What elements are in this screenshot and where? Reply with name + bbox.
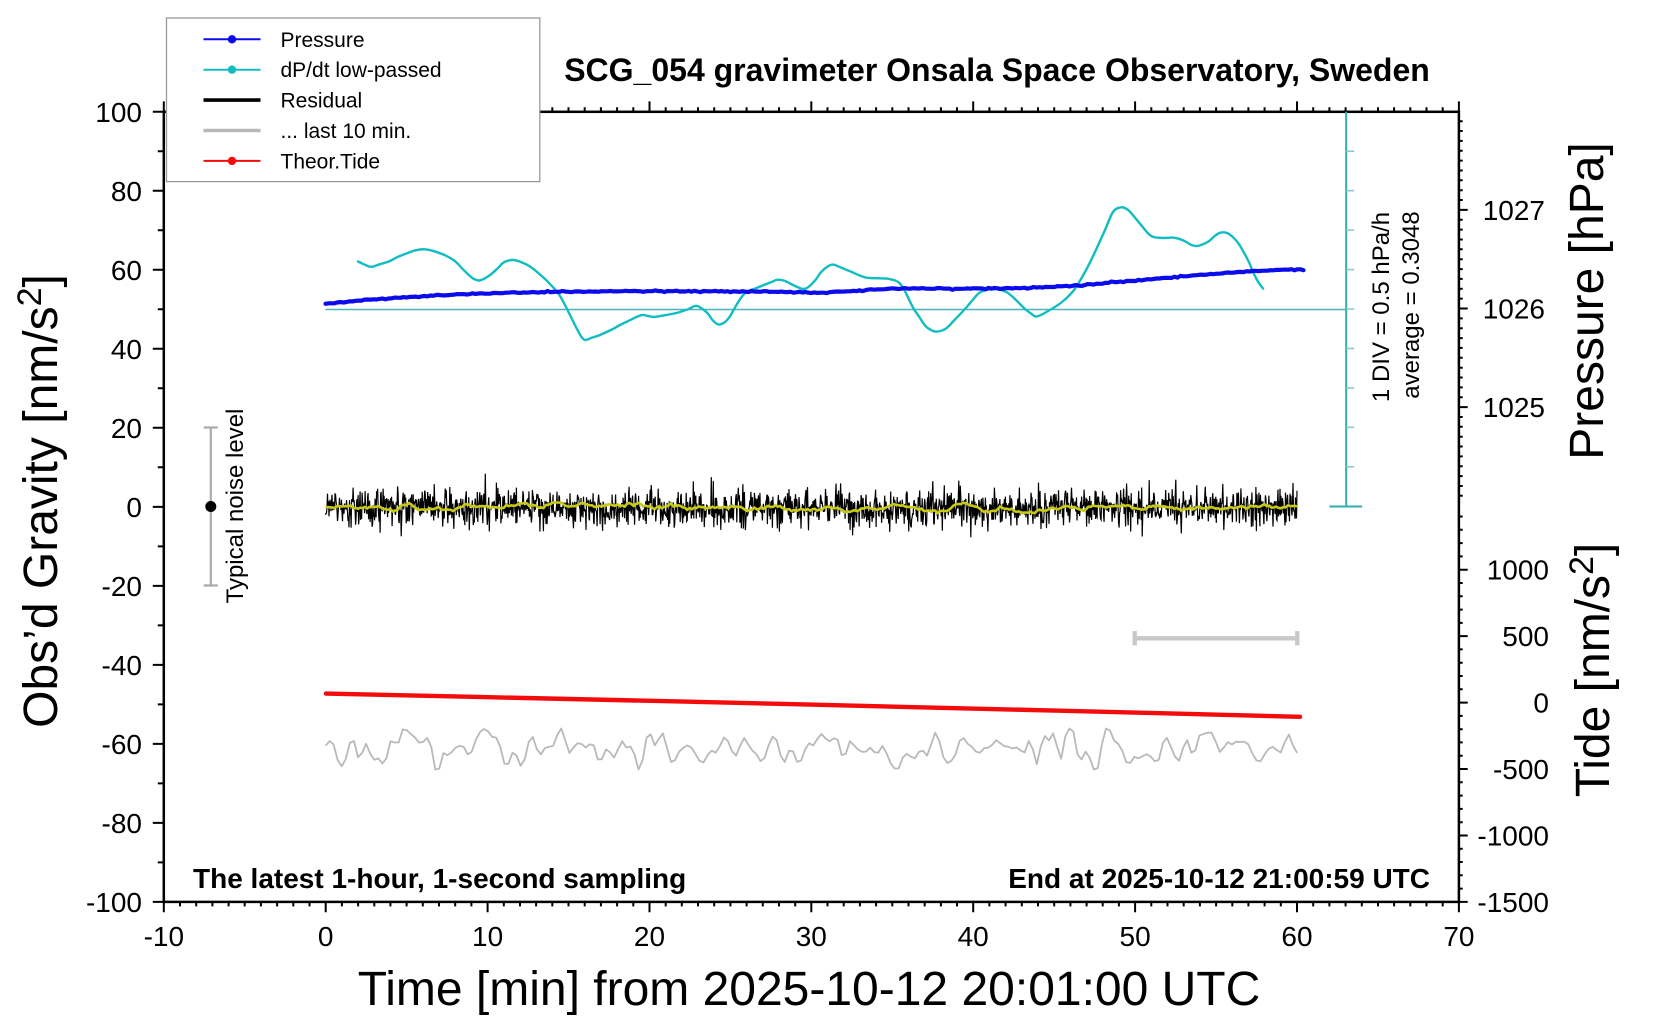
svg-text:100: 100	[95, 97, 142, 128]
svg-text:Pressure: Pressure	[281, 29, 365, 52]
svg-text:80: 80	[111, 176, 142, 207]
svg-text:The latest 1-hour, 1-second sa: The latest 1-hour, 1-second sampling	[193, 863, 686, 894]
svg-text:-100: -100	[86, 887, 142, 918]
svg-text:1000: 1000	[1487, 555, 1549, 586]
svg-text:Theor.Tide: Theor.Tide	[281, 150, 381, 173]
svg-text:-10: -10	[144, 921, 184, 952]
svg-text:Obs’d Gravity [nm/s2]: Obs’d Gravity [nm/s2]	[11, 274, 68, 728]
svg-text:0: 0	[126, 492, 142, 523]
svg-text:-80: -80	[102, 808, 142, 839]
svg-text:-1500: -1500	[1477, 887, 1549, 918]
svg-text:40: 40	[111, 334, 142, 365]
svg-text:70: 70	[1443, 921, 1474, 952]
svg-text:1026: 1026	[1483, 294, 1545, 325]
svg-text:60: 60	[1281, 921, 1312, 952]
svg-text:average = 0.3048: average = 0.3048	[1398, 211, 1425, 399]
svg-text:-60: -60	[102, 729, 142, 760]
svg-text:60: 60	[111, 255, 142, 286]
svg-text:-40: -40	[102, 650, 142, 681]
svg-text:Typical noise level: Typical noise level	[222, 409, 249, 604]
svg-text:1 DIV = 0.5 hPa/h: 1 DIV = 0.5 hPa/h	[1368, 212, 1395, 402]
svg-text:40: 40	[958, 921, 989, 952]
svg-text:Time [min] from 2025-10-12 20:: Time [min] from 2025-10-12 20:01:00 UTC	[358, 963, 1261, 1016]
svg-text:-1000: -1000	[1477, 821, 1549, 852]
svg-text:End at 2025-10-12 21:00:59 UTC: End at 2025-10-12 21:00:59 UTC	[1008, 863, 1430, 894]
svg-text:500: 500	[1502, 621, 1549, 652]
svg-text:Residual: Residual	[281, 90, 363, 113]
svg-text:dP/dt low-passed: dP/dt low-passed	[281, 59, 442, 82]
svg-text:20: 20	[634, 921, 665, 952]
svg-text:-500: -500	[1493, 754, 1549, 785]
svg-text:0: 0	[1533, 688, 1549, 719]
svg-text:10: 10	[472, 921, 503, 952]
svg-text:Pressure [hPa]: Pressure [hPa]	[1561, 142, 1614, 459]
svg-text:0: 0	[318, 921, 334, 952]
svg-text:Tide [nm/s2]: Tide [nm/s2]	[1563, 543, 1620, 798]
svg-text:1027: 1027	[1483, 195, 1545, 226]
svg-text:30: 30	[796, 921, 827, 952]
svg-text:1025: 1025	[1483, 392, 1545, 423]
svg-text:... last 10 min.: ... last 10 min.	[281, 120, 412, 143]
svg-text:20: 20	[111, 413, 142, 444]
svg-text:-20: -20	[102, 571, 142, 602]
svg-text:50: 50	[1120, 921, 1151, 952]
svg-text:SCG_054 gravimeter Onsala Spac: SCG_054 gravimeter Onsala Space Observat…	[564, 52, 1430, 88]
